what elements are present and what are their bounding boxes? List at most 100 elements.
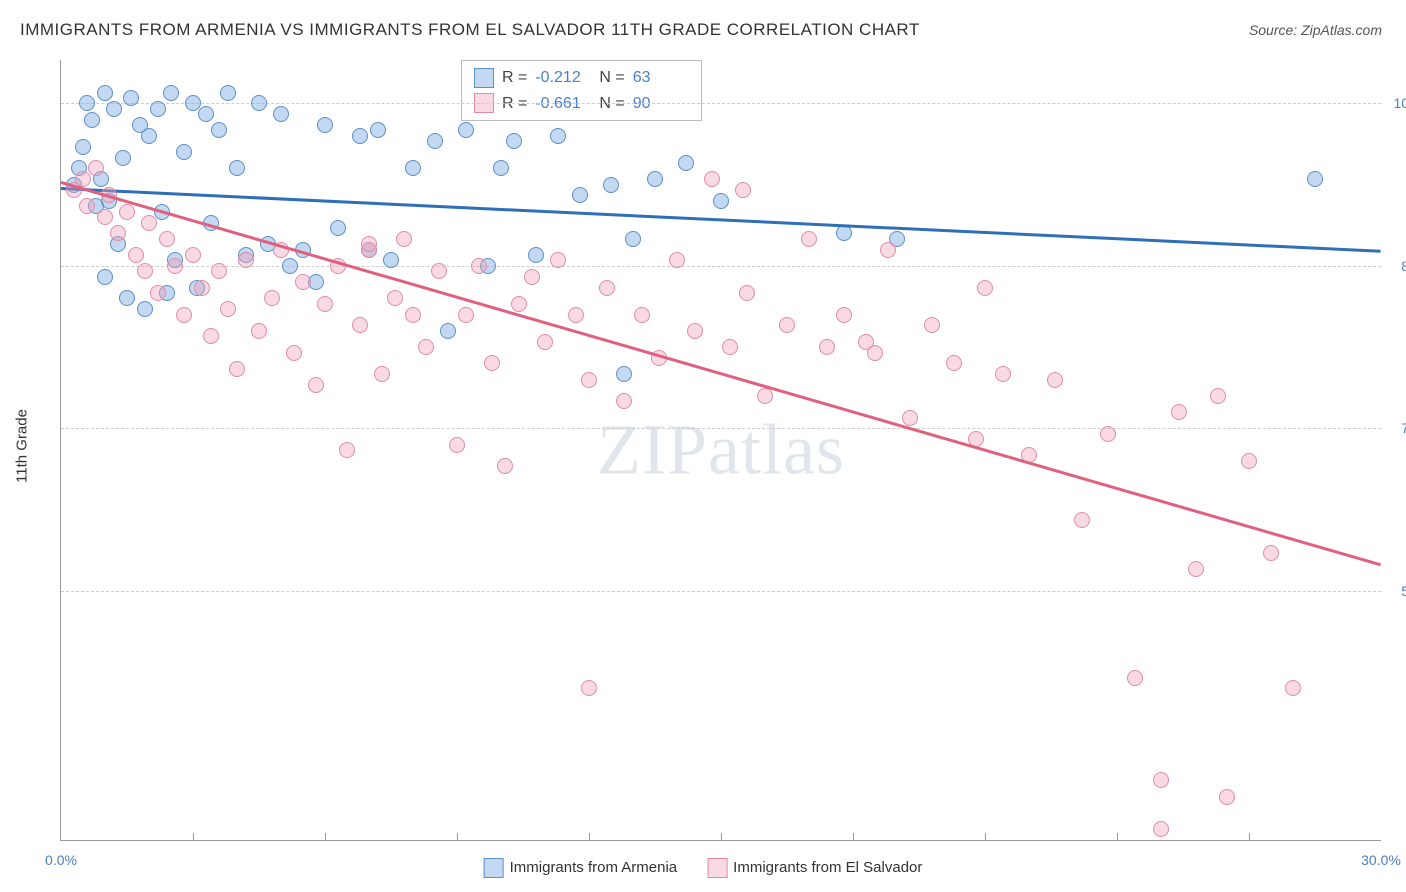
source-label: Source: ZipAtlas.com [1249,22,1382,38]
data-point [251,323,267,339]
data-point [471,258,487,274]
data-point [1241,453,1257,469]
data-point [383,252,399,268]
data-point [511,296,527,312]
data-point [150,285,166,301]
data-point [88,160,104,176]
data-point [1263,545,1279,561]
data-point [616,393,632,409]
data-point [229,361,245,377]
data-point [1285,680,1301,696]
data-point [616,366,632,382]
data-point [550,252,566,268]
trend-line [61,181,1382,566]
data-point [506,133,522,149]
data-point [497,458,513,474]
x-tick [325,833,326,841]
data-point [449,437,465,453]
data-point [902,410,918,426]
data-point [198,106,214,122]
data-point [211,263,227,279]
data-point [317,296,333,312]
data-point [176,144,192,160]
data-point [137,263,153,279]
x-tick [721,833,722,841]
data-point [352,317,368,333]
data-point [387,290,403,306]
data-point [625,231,641,247]
gridline [61,428,1381,429]
y-axis-label: 11th Grade [14,409,31,483]
y-tick-label: 55.0% [1386,583,1406,599]
data-point [1100,426,1116,442]
data-point [128,247,144,263]
data-point [678,155,694,171]
x-tick [1117,833,1118,841]
data-point [370,122,386,138]
data-point [458,122,474,138]
data-point [687,323,703,339]
legend-item: Immigrants from El Salvador [707,858,922,878]
chart-title: IMMIGRANTS FROM ARMENIA VS IMMIGRANTS FR… [20,20,920,40]
data-point [330,220,346,236]
data-point [1074,512,1090,528]
data-point [524,269,540,285]
data-point [273,106,289,122]
stat-n-label: N = [599,65,624,91]
data-point [163,85,179,101]
data-point [739,285,755,301]
data-point [374,366,390,382]
legend-swatch [474,68,494,88]
plot-area: ZIPatlas R =-0.212N =63R =-0.661N =90 55… [60,60,1381,841]
data-point [572,187,588,203]
data-point [801,231,817,247]
data-point [1188,561,1204,577]
data-point [836,225,852,241]
data-point [1153,772,1169,788]
stats-row: R = -0.212 N = 63 [474,65,689,91]
data-point [405,160,421,176]
stat-r-label: R = [502,65,527,91]
data-point [396,231,412,247]
data-point [159,231,175,247]
y-tick-label: 70.0% [1386,420,1406,436]
data-point [550,128,566,144]
stat-n-value: 63 [633,65,689,91]
data-point [431,263,447,279]
data-point [79,198,95,214]
data-point [238,252,254,268]
data-point [141,215,157,231]
data-point [1127,670,1143,686]
data-point [97,209,113,225]
data-point [75,139,91,155]
data-point [493,160,509,176]
data-point [352,128,368,144]
x-tick [193,833,194,841]
data-point [405,307,421,323]
data-point [713,193,729,209]
data-point [317,117,333,133]
data-point [203,328,219,344]
data-point [119,204,135,220]
data-point [647,171,663,187]
data-point [79,95,95,111]
data-point [924,317,940,333]
y-tick-label: 100.0% [1386,95,1406,111]
data-point [867,345,883,361]
data-point [1171,404,1187,420]
data-point [977,280,993,296]
data-point [704,171,720,187]
data-point [1153,821,1169,837]
data-point [735,182,751,198]
data-point [286,345,302,361]
data-point [251,95,267,111]
data-point [634,307,650,323]
x-tick-label: 0.0% [45,852,77,868]
stat-r-value: -0.212 [535,65,591,91]
data-point [1219,789,1235,805]
data-point [880,242,896,258]
data-point [1307,171,1323,187]
x-tick [1249,833,1250,841]
data-point [220,85,236,101]
data-point [779,317,795,333]
